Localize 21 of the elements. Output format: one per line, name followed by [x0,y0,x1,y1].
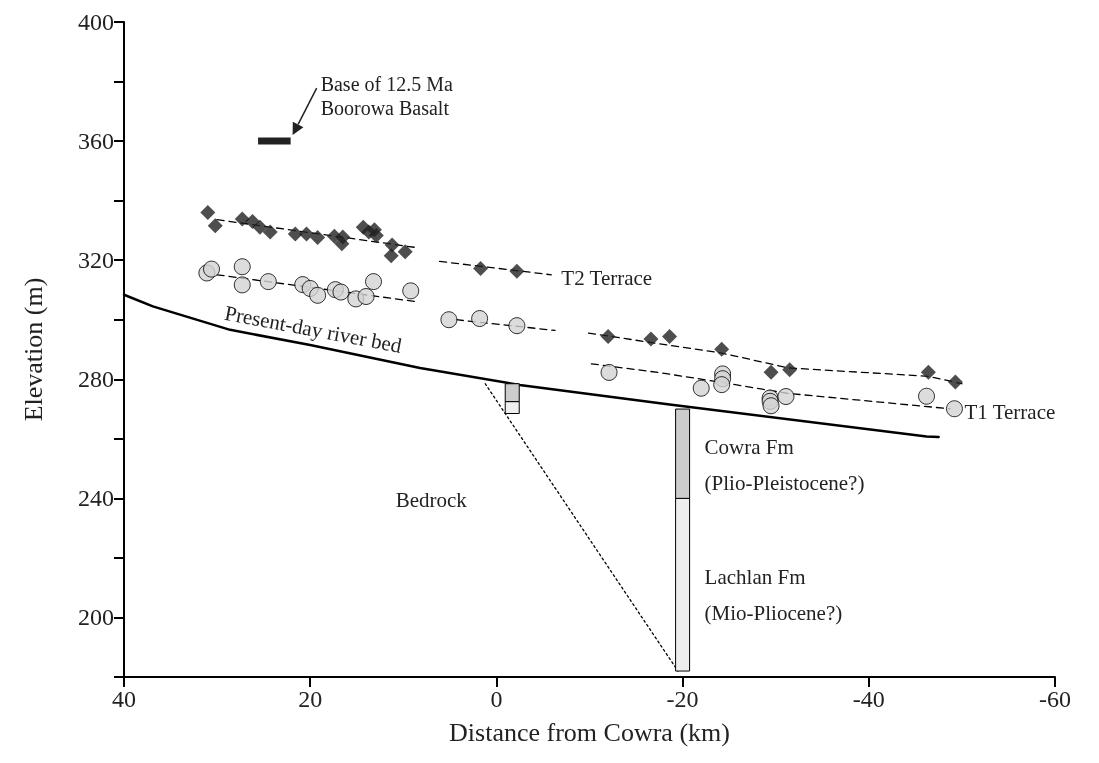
x-tick-label: 40 [112,686,136,712]
y-tick-label: 360 [78,128,114,155]
x-tick-label: 0 [490,686,503,712]
y-tick-label: 280 [78,366,114,393]
annotation: Lachlan Fm (Mio-Pliocene?) [704,565,843,626]
x-tick-label: 20 [298,686,323,712]
x-tick-label: -40 [852,686,885,712]
y-tick-label: 320 [78,247,114,274]
y-tick-label: 400 [78,9,114,35]
annotation: T2 Terrace [561,265,653,290]
annotation: Bedrock [395,488,468,513]
y-tick-label: 200 [78,604,114,631]
annotation: Cowra Fm (Plio-Pleistocene?) [704,435,865,496]
x-tick-label: -60 [1039,686,1071,712]
x-tick-label: -20 [666,686,699,712]
y-axis-title: Elevation (m) [18,277,48,422]
annotation: T1 Terrace [964,399,1056,424]
x-axis-title: Distance from Cowra (km) [449,717,730,747]
y-tick-label: 240 [78,485,114,512]
annotation: Base of 12.5 Ma Boorowa Basalt [320,73,453,120]
annotation: Present-day river bed [222,300,405,358]
